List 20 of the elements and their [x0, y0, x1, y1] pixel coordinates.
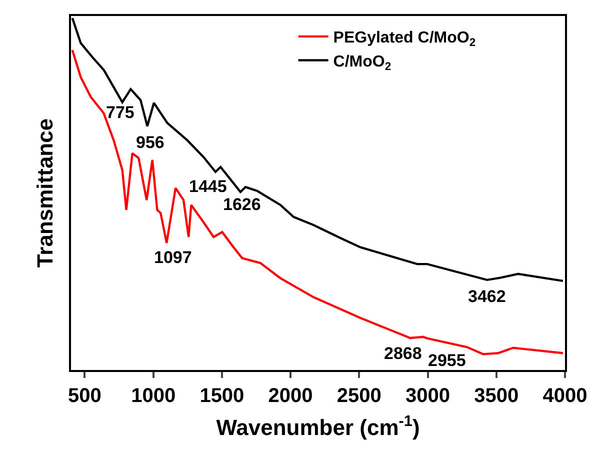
legend-label: PEGylated C/MoO$_{2}$	[333, 30, 476, 50]
annotation: 2955	[428, 351, 466, 370]
x-tick-label: 2500	[336, 384, 382, 407]
x-tick-label: 1500	[200, 384, 244, 407]
x-axis-title: Wavenumber (cm$^{-1}$)	[216, 412, 420, 440]
legend-label: C/MoO$_{2}$	[333, 53, 392, 73]
annotation: 1445	[189, 177, 227, 196]
annotation: 1626	[223, 195, 261, 214]
x-tick-label: 500	[68, 384, 102, 407]
y-axis-title: Transmittance	[32, 118, 58, 268]
annotation: 1097	[154, 248, 192, 267]
x-tick-label: 4000	[542, 384, 588, 407]
annotation: 3462	[468, 287, 506, 306]
x-tick-label: 2000	[268, 384, 313, 407]
x-tick-label: 3500	[474, 384, 519, 407]
x-tick-label: 3000	[406, 384, 450, 407]
annotation: 775	[106, 103, 134, 122]
x-tick-label: 1000	[131, 384, 176, 407]
annotation: 956	[136, 133, 164, 152]
annotation: 2868	[384, 344, 422, 363]
